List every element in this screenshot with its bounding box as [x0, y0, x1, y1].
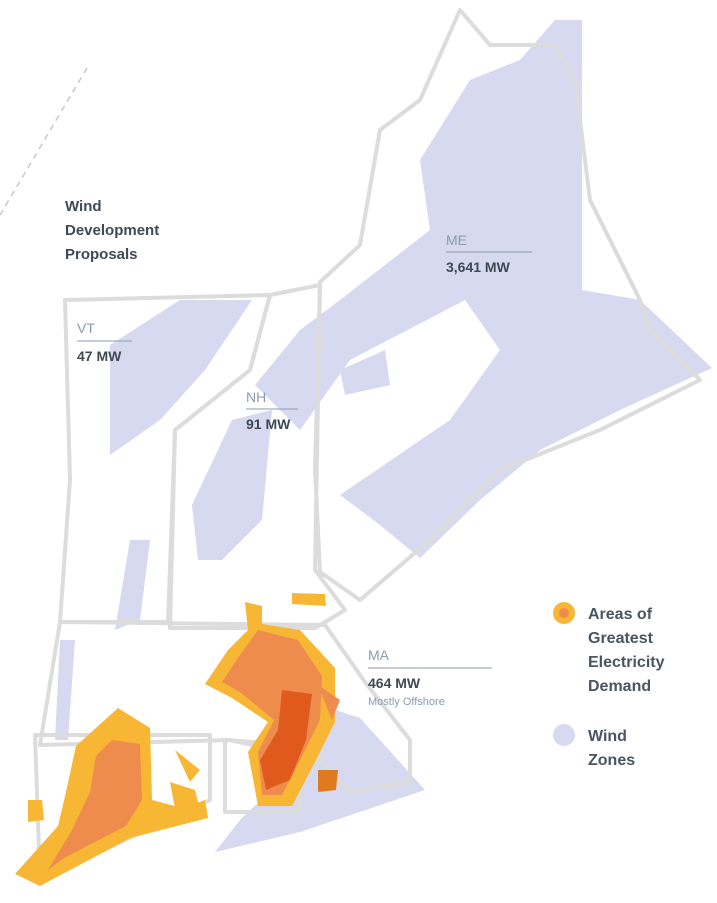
legend-label: Demand — [588, 678, 651, 695]
demand-areas — [15, 593, 340, 886]
state-value: 47 MW — [77, 348, 122, 364]
title-line: Development — [65, 222, 159, 239]
state-abbr: ME — [446, 232, 467, 248]
state-note: Mostly Offshore — [368, 696, 445, 708]
legend-swatch — [553, 724, 575, 746]
title: Wind Development Proposals — [65, 198, 159, 263]
legend-swatch — [559, 608, 569, 618]
state-abbr: MA — [368, 647, 390, 663]
legend-label: Greatest — [588, 630, 654, 647]
title-line: Proposals — [65, 246, 138, 263]
dashed-line — [0, 67, 88, 216]
title-line: Wind — [65, 198, 102, 215]
legend-label: Electricity — [588, 654, 665, 671]
state-abbr: NH — [246, 389, 266, 405]
legend-label: Wind — [588, 728, 627, 745]
state-value: 464 MW — [368, 675, 421, 691]
legend-label: Areas of — [588, 606, 653, 623]
state-value: 91 MW — [246, 416, 291, 432]
state-labels: ME 3,641 MW VT 47 MW NH 91 MW MA 464 MW … — [77, 232, 532, 708]
state-borders — [33, 8, 702, 882]
state-value: 3,641 MW — [446, 259, 511, 275]
legend-label: Zones — [588, 752, 635, 769]
state-abbr: VT — [77, 320, 95, 336]
legend: Areas of Greatest Electricity Demand Win… — [553, 602, 665, 769]
